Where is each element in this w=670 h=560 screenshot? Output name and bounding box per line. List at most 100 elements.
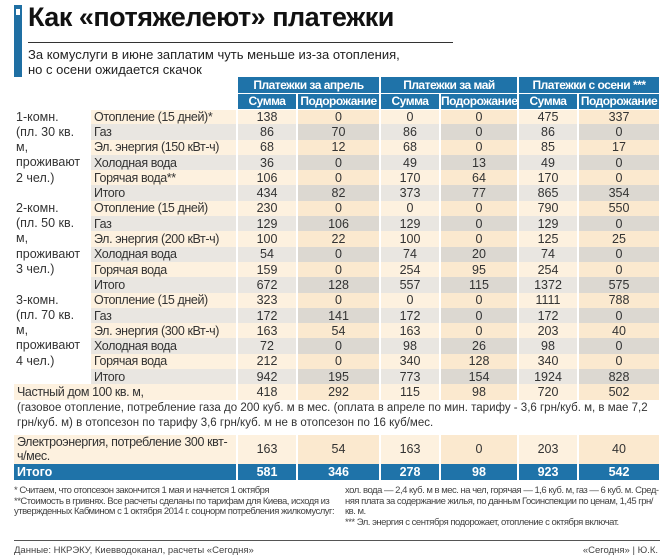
sum-cell: 203 <box>518 323 579 339</box>
item-label: Горячая вода** <box>90 170 238 186</box>
item-label: Итого <box>90 369 238 385</box>
increase-cell: 0 <box>297 261 381 278</box>
item-label: Электроэнергия, потребление 300 квт-ч/ме… <box>14 434 238 464</box>
increase-cell: 0 <box>578 246 662 262</box>
increase-cell: 64 <box>440 170 519 186</box>
blank-cell <box>14 93 238 110</box>
total-cell: 98 <box>440 463 519 480</box>
apartment-label-line: проживают <box>16 155 81 170</box>
increase-cell: 22 <box>297 231 381 247</box>
subtitle: За комуслуги в июне заплатим чуть меньше… <box>28 47 468 77</box>
sum-cell: 100 <box>380 231 441 247</box>
increase-cell: 128 <box>440 353 519 370</box>
table-row: Эл. энергия (200 кВт-ч) 100 22 100 0 125 25 <box>14 231 662 247</box>
item-label: Горячая вода <box>90 353 238 370</box>
increase-cell: 0 <box>578 170 662 186</box>
increase-cell: 0 <box>440 109 519 125</box>
increase-cell: 128 <box>297 277 381 293</box>
sum-cell: 100 <box>237 231 298 247</box>
table-row: Эл. энергия (150 кВт-ч) 68 12 68 0 85 17 <box>14 139 662 155</box>
increase-cell: 195 <box>297 369 381 385</box>
increase-cell: 0 <box>440 139 519 155</box>
item-label: Холодная вода <box>90 246 238 262</box>
subtitle-line: но с осени ожидается скачок <box>28 62 202 77</box>
column-header: Сумма <box>237 93 298 110</box>
item-label: Эл. энергия (150 кВт-ч) <box>90 139 238 155</box>
sum-cell: 68 <box>237 139 298 155</box>
source-note: Данные: НКРЭКУ, Киевводоканал, расчеты «… <box>14 545 254 556</box>
increase-cell: 12 <box>297 139 381 155</box>
increase-cell: 26 <box>440 338 519 354</box>
table-row: Горячая вода 159 0 254 95 254 0 <box>14 261 662 278</box>
sum-cell: 172 <box>237 307 298 324</box>
increase-cell: 575 <box>578 277 662 293</box>
increase-cell: 54 <box>297 323 381 339</box>
sum-cell: 0 <box>380 200 441 217</box>
sum-cell: 418 <box>237 384 298 400</box>
sum-cell: 159 <box>237 261 298 278</box>
header-row-groups: Платежки за апрель Платежки за май Платежк… <box>14 77 662 94</box>
column-group-header: Платежки за май <box>380 77 519 94</box>
increase-cell: 13 <box>440 154 519 171</box>
increase-cell: 0 <box>578 353 662 370</box>
table-row-house: Частный дом 100 кв. м, 418 292 115 98 720 502 <box>14 384 662 400</box>
increase-cell: 0 <box>297 154 381 171</box>
footnote: хол. вода — 2,4 куб. м в мес. на чел, го… <box>345 485 659 496</box>
increase-cell: 115 <box>440 277 519 293</box>
sum-cell: 170 <box>380 170 441 186</box>
header-row-sub: Сумма Подорожание Сумма Подорожание Сумма Под… <box>14 93 662 110</box>
sum-cell: 163 <box>237 434 298 464</box>
increase-cell: 0 <box>440 307 519 324</box>
item-label: Частный дом 100 кв. м, <box>14 384 238 400</box>
sum-cell: 36 <box>237 154 298 171</box>
apartment-label-line: 3 чел.) <box>16 261 55 276</box>
table-row: Холодная вода 54 0 74 20 74 0 <box>14 246 662 262</box>
increase-cell: 0 <box>578 307 662 324</box>
sum-cell: 672 <box>237 277 298 293</box>
sum-cell: 98 <box>518 338 579 354</box>
increase-cell: 54 <box>297 434 381 464</box>
apartment-label-line: 1-комн. <box>16 109 59 124</box>
table-row: Итого 942 195 773 154 1924 828 <box>14 369 662 385</box>
sum-cell: 230 <box>237 200 298 217</box>
table-row: Холодная вода 36 0 49 13 49 0 <box>14 154 662 171</box>
sum-cell: 172 <box>518 307 579 324</box>
sum-cell: 254 <box>518 261 579 278</box>
item-label: Газ <box>90 216 238 232</box>
increase-cell: 0 <box>440 124 519 140</box>
increase-cell: 0 <box>297 200 381 217</box>
sum-cell: 85 <box>518 139 579 155</box>
sum-cell: 86 <box>237 124 298 140</box>
sum-cell: 254 <box>380 261 441 278</box>
item-label: Итого <box>90 277 238 293</box>
table-row: Газ 86 70 86 0 86 0 <box>14 124 662 140</box>
increase-cell: 0 <box>297 338 381 354</box>
column-header: Сумма <box>518 93 579 110</box>
payments-table: Платежки за апрель Платежки за май Платежк… <box>14 77 662 480</box>
increase-cell: 40 <box>578 434 662 464</box>
sum-cell: 74 <box>518 246 579 262</box>
sum-cell: 434 <box>237 185 298 201</box>
increase-cell: 25 <box>578 231 662 247</box>
increase-cell: 788 <box>578 292 662 308</box>
total-cell: 278 <box>380 463 441 480</box>
sum-cell: 163 <box>237 323 298 339</box>
total-row: Итого 581 346 278 98 923 542 <box>14 463 662 480</box>
footer-divider <box>14 540 660 541</box>
item-label: Отопление (15 дней) <box>90 292 238 308</box>
item-label: Холодная вода <box>90 154 238 171</box>
table-row-electricity: Электроэнергия, потребление 300 квт-ч/ме… <box>14 434 662 464</box>
table-row: 3-комн. (пл. 70 кв. м, проживают 4 чел.) Ото… <box>14 292 662 385</box>
increase-cell: 502 <box>578 384 662 400</box>
total-cell: 346 <box>297 463 381 480</box>
sum-cell: 129 <box>237 216 298 232</box>
table-row: Горячая вода** 106 0 170 64 170 0 <box>14 170 662 186</box>
table-row: Горячая вода 212 0 340 128 340 0 <box>14 353 662 370</box>
increase-cell: 0 <box>440 323 519 339</box>
increase-cell: 550 <box>578 200 662 217</box>
house-note: (газовое отопление, потребление газа до … <box>14 399 662 435</box>
apartment-label-line: (пл. 70 кв. м, <box>16 307 75 338</box>
sum-cell: 203 <box>518 434 579 464</box>
apartment-label: 3-комн. (пл. 70 кв. м, проживают 4 чел.) <box>14 292 91 385</box>
increase-cell: 828 <box>578 369 662 385</box>
